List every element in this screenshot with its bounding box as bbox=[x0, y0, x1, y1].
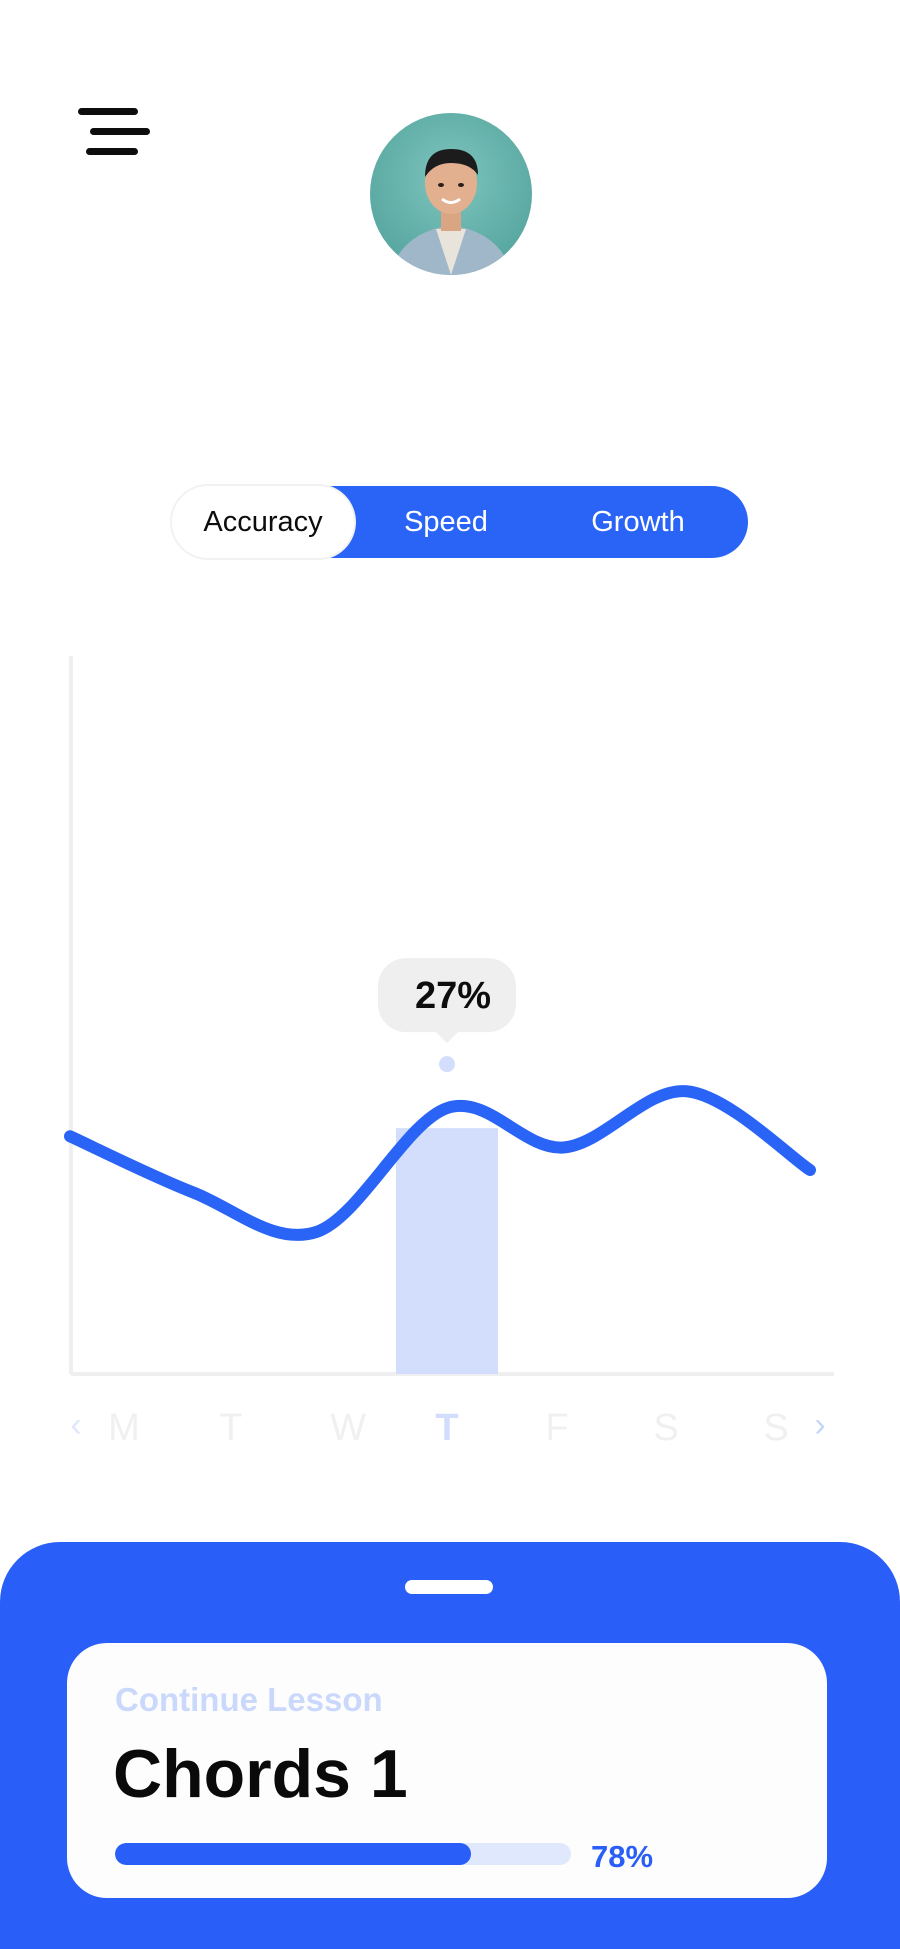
tooltip-bubble bbox=[378, 958, 516, 1033]
accuracy-chart: 27% M T W T F S S ‹ › bbox=[64, 656, 834, 1449]
progress-percent: 78% bbox=[591, 1839, 654, 1874]
x-tick-label: M bbox=[108, 1407, 140, 1449]
lesson-title: Chords 1 bbox=[113, 1736, 408, 1812]
x-tick-label: T bbox=[219, 1407, 242, 1449]
tab-growth[interactable]: Growth bbox=[591, 506, 685, 538]
avatar-illustration bbox=[390, 149, 512, 275]
tooltip-value: 27% bbox=[415, 975, 491, 1017]
sheet-handle[interactable] bbox=[405, 1580, 493, 1594]
highlight-bar bbox=[396, 1128, 498, 1374]
menu-line bbox=[90, 128, 150, 135]
metric-tabs: Accuracy Speed Growth bbox=[172, 486, 748, 558]
series-line bbox=[64, 1085, 816, 1241]
highlight-dot bbox=[439, 1056, 455, 1073]
lesson-progress-fill bbox=[115, 1843, 471, 1865]
menu-line bbox=[78, 108, 138, 115]
x-tick-label: S bbox=[763, 1407, 788, 1449]
card-subtitle: Continue Lesson bbox=[115, 1681, 383, 1718]
tooltip-pointer bbox=[435, 1031, 459, 1044]
tab-accuracy[interactable]: Accuracy bbox=[172, 486, 354, 558]
chevron-left-icon[interactable]: ‹ bbox=[70, 1406, 81, 1444]
menu-line bbox=[86, 148, 138, 155]
chevron-right-icon[interactable]: › bbox=[814, 1406, 825, 1444]
x-tick-label: T bbox=[435, 1407, 458, 1449]
lesson-progress-bar bbox=[115, 1843, 571, 1865]
x-tick-label: S bbox=[653, 1407, 678, 1449]
x-tick-label: W bbox=[330, 1407, 366, 1449]
avatar[interactable] bbox=[370, 113, 532, 275]
tab-speed[interactable]: Speed bbox=[404, 506, 488, 538]
menu-icon[interactable] bbox=[78, 108, 150, 158]
x-tick-label: F bbox=[545, 1407, 568, 1449]
continue-lesson-card[interactable]: Continue Lesson Chords 1 78% bbox=[67, 1643, 827, 1898]
